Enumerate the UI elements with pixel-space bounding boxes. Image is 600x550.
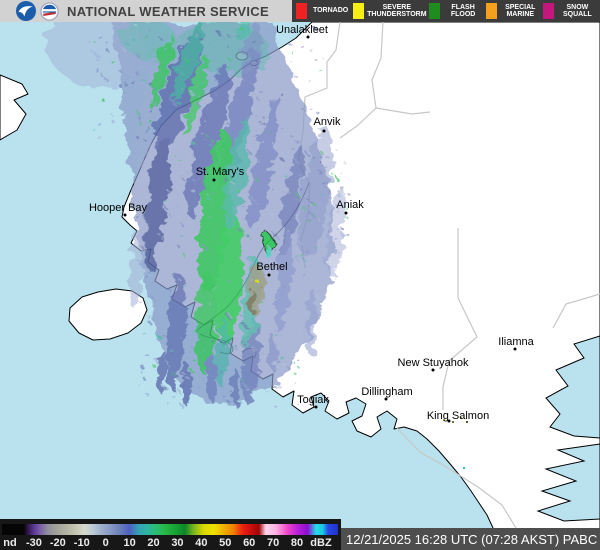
city-marker-dot [447, 419, 451, 423]
warning-legend: TORNADO SEVERE THUNDERSTORM FLASH FLOOD SPE… [292, 0, 600, 22]
colorbar-tick: 40 [195, 537, 208, 549]
colorbar-tick: 30 [171, 537, 184, 549]
city-label-st-mary-s: St. Mary's [195, 166, 245, 178]
legend-swatch [353, 3, 365, 19]
nunivak-island [68, 288, 148, 341]
city-marker-dot [513, 347, 517, 351]
colorbar-tick: 10 [123, 537, 136, 549]
legend-swatch [296, 3, 307, 19]
colorbar-tick: 50 [219, 537, 232, 549]
radar-speckle-layer [86, 23, 352, 407]
city-marker-dot [314, 405, 318, 409]
legend-label: TORNADO [312, 7, 349, 15]
city-label-bethel: Bethel [256, 261, 288, 273]
city-label-aniak: Aniak [336, 199, 364, 211]
city-label-anvik: Anvik [313, 116, 341, 128]
city-label-hooper-bay: Hooper Bay [88, 202, 148, 214]
city-marker-dot [267, 273, 271, 277]
city-marker-dot [212, 178, 216, 182]
noaa-logo-icon [15, 0, 37, 22]
colorbar-unit-label: dBZ [310, 537, 332, 549]
city-label-unalakleet: Unalakleet [276, 24, 328, 36]
reflectivity-colorbar: nd -30 -20 -10 0 10 20 30 40 50 60 70 80 dBZ [0, 519, 341, 550]
legend-swatch [485, 3, 497, 19]
legend-label: FLASH FLOOD [450, 3, 476, 19]
page-title: NATIONAL WEATHER SERVICE [67, 3, 269, 19]
city-marker-dot [123, 213, 127, 217]
city-label-new-stuyahok: New Stuyahok [397, 357, 469, 369]
colorbar-tick: 0 [102, 537, 109, 549]
city-label-togiak: Togiak [297, 394, 329, 406]
colorbar-tick: 80 [290, 537, 304, 549]
colorbar-tick: 70 [266, 537, 280, 549]
city-label-king-salmon: King Salmon [426, 410, 490, 422]
legend-item-tornado: TORNADO [294, 0, 351, 22]
city-marker-dot [344, 211, 348, 215]
radar-map[interactable]: Unalakleet Anvik St. Mary's Hooper Bay Aniak… [0, 22, 600, 550]
ground-clutter-dots [443, 417, 468, 469]
legend-item-severe-thunderstorm: SEVERE THUNDERSTORM [351, 0, 427, 22]
timestamp-bar: 12/21/2025 16:28 UTC (07:28 AKST) PABC [341, 528, 600, 550]
coastal-water-inlets [536, 335, 600, 522]
colorbar-tick: -30 [25, 537, 42, 549]
legend-label: SNOW SQUALL [563, 3, 592, 19]
legend-swatch [428, 3, 440, 19]
colorbar-tick: 20 [147, 537, 160, 549]
city-marker-dot [306, 35, 310, 39]
legend-item-snow-squall: SNOW SQUALL [541, 0, 598, 22]
legend-label: SEVERE THUNDERSTORM [367, 3, 427, 19]
city-label-iliamna: Iliamna [498, 336, 534, 348]
city-marker-dot [431, 368, 435, 372]
radar-echoes [45, 22, 352, 407]
city-label-dillingham: Dillingham [361, 386, 413, 398]
legend-label: SPECIAL MARINE [505, 3, 536, 19]
colorbar-tick: 60 [243, 537, 256, 549]
colorbar-tick: -10 [73, 537, 90, 549]
map-canvas[interactable] [0, 22, 600, 550]
colorbar-tick: nd [3, 537, 17, 549]
legend-item-flash-flood: FLASH FLOOD [427, 0, 484, 22]
legend-swatch [542, 3, 554, 19]
nws-logo-icon [40, 1, 59, 21]
timestamp-text: 12/21/2025 16:28 UTC (07:28 AKST) PABC [346, 531, 598, 547]
city-marker-dot [384, 397, 388, 401]
colorbar-tick: -20 [49, 537, 66, 549]
legend-item-special-marine: SPECIAL MARINE [484, 0, 541, 22]
city-marker-dot [322, 129, 326, 133]
colorbar-gradient [2, 524, 338, 535]
st-lawrence-island [0, 74, 29, 141]
